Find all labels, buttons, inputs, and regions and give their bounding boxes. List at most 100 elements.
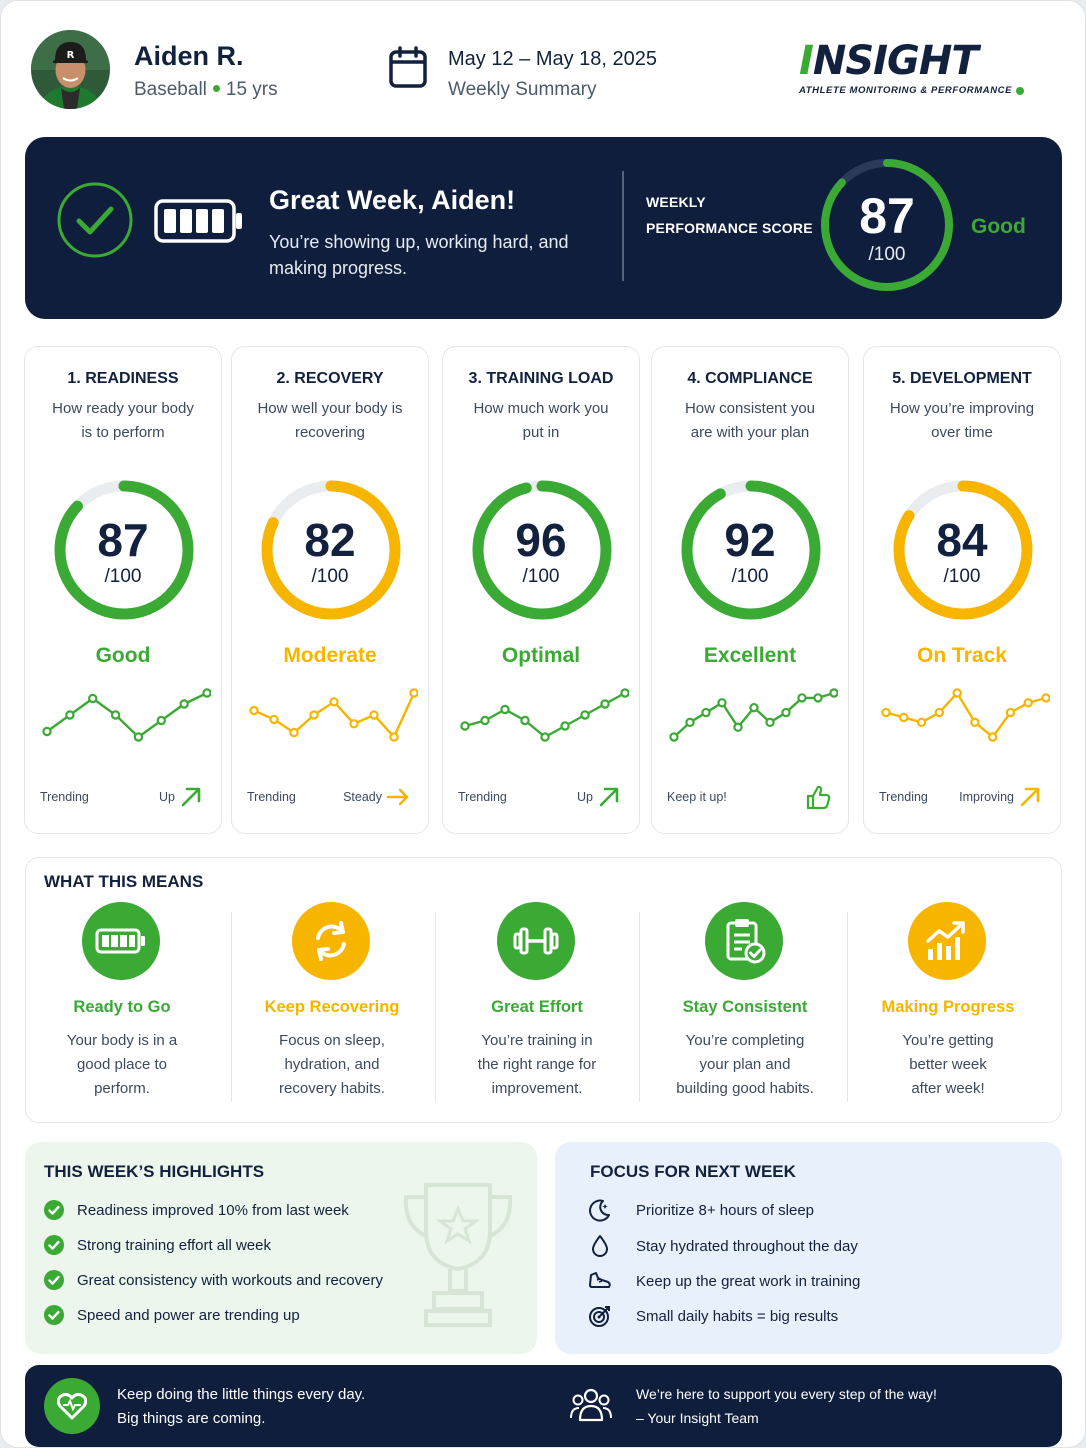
ring-progress	[261, 480, 401, 620]
metric-card[interactable]: 1. READINESS How ready your body is to pe…	[24, 346, 222, 834]
footer-support-line1: We’re here to support you every step of …	[636, 1386, 937, 1402]
sparkline-point	[797, 693, 807, 703]
sparkline-point	[934, 707, 945, 718]
sparkline-point	[781, 707, 791, 718]
metric-score-ring	[472, 480, 612, 620]
column-divider	[435, 912, 436, 1102]
sparkline-point	[133, 732, 144, 742]
check-circle-icon	[44, 1270, 64, 1290]
highlight-item: Great consistency with workouts and reco…	[44, 1270, 383, 1290]
sparkline-path	[885, 691, 1047, 739]
metric-score: 96	[515, 514, 567, 566]
focus-item: Keep up the great work in training	[588, 1269, 860, 1293]
focus-text: Small daily habits = big results	[636, 1307, 839, 1325]
column-divider	[639, 912, 640, 1102]
weekly-score-denominator: /100	[868, 244, 906, 265]
athlete-name: Aiden R.	[134, 41, 244, 71]
heart-icon	[44, 1378, 100, 1434]
sparkline-point	[620, 688, 629, 698]
moon-icon	[589, 1199, 610, 1222]
sparkline-point	[560, 721, 570, 731]
metric-trend-label: Trending	[40, 790, 89, 804]
means-item-text: You’re completing your plan and building…	[676, 1032, 814, 1097]
what-this-means-heading: WHAT THIS MEANS	[44, 872, 204, 891]
metric-title: 3. TRAINING LOAD	[468, 370, 614, 387]
metric-sparkline	[881, 688, 1050, 742]
sparkline-point	[289, 727, 299, 738]
up-right-arrow-icon	[181, 787, 201, 807]
ring-progress	[681, 480, 821, 620]
metric-sparkline	[249, 688, 418, 742]
sparkline-point	[349, 719, 359, 729]
sparkline-point	[733, 722, 743, 732]
column-divider	[231, 912, 232, 1102]
metric-score-ring	[261, 480, 401, 620]
sparkline-point	[669, 732, 679, 742]
metric-card[interactable]: 4. COMPLIANCE How consistent you are with…	[651, 346, 849, 834]
focus-item: Prioritize 8+ hours of sleep	[588, 1198, 814, 1222]
metric-title: 1. READINESS	[67, 370, 179, 387]
means-item-consistent: Stay Consistent You’re completing your p…	[642, 902, 848, 1102]
metric-description: How much work you put in	[473, 400, 609, 441]
means-item-title: Making Progress	[881, 998, 1015, 1016]
metric-card[interactable]: 3. TRAINING LOAD How much work you put in…	[442, 346, 640, 834]
sparkline-point	[1023, 698, 1033, 708]
check-circle-icon	[44, 1200, 64, 1220]
sparkline-point	[369, 710, 379, 720]
sparkline-point	[685, 717, 695, 728]
ring-progress	[54, 480, 194, 620]
calendar-icon	[388, 46, 430, 95]
sparkline-point	[179, 699, 189, 709]
separator-dot	[212, 84, 220, 92]
metric-status: Excellent	[703, 644, 797, 667]
banner-message: You’re showing up, working hard, and mak…	[269, 232, 569, 278]
metric-score: 87	[97, 514, 149, 566]
athlete-sport: Baseball	[134, 79, 207, 100]
sparkline-point	[65, 710, 75, 720]
ring-progress	[472, 480, 612, 620]
week-label: Weekly Summary	[448, 79, 597, 100]
sparkline-point	[987, 732, 998, 742]
footer-message-line2: Big things are coming.	[117, 1410, 266, 1427]
avatar[interactable]: R	[31, 30, 110, 109]
metric-title: 2. RECOVERY	[276, 370, 384, 387]
metric-trend-direction: Steady	[343, 790, 382, 804]
logo-tagline-text: ATHLETE MONITORING & PERFORMANCE	[799, 85, 1013, 96]
sparkline-point	[970, 717, 980, 728]
water-drop-icon	[592, 1235, 608, 1257]
trophy-icon	[398, 1179, 518, 1334]
highlight-text: Great consistency with workouts and reco…	[77, 1271, 383, 1289]
sparkline-point	[580, 710, 590, 720]
sparkline-point	[500, 704, 510, 715]
sparkline-point	[600, 699, 610, 709]
weekly-score-label: WEEKLY PERFORMANCE SCORE	[646, 194, 813, 236]
ring-progress	[893, 480, 1033, 620]
sparkline-point	[42, 726, 52, 737]
weekly-score-rating: Good	[971, 215, 1026, 238]
metric-card[interactable]: 5. DEVELOPMENT How you’re improving over …	[863, 346, 1061, 834]
sparkline-point	[110, 710, 121, 720]
highlights-heading: THIS WEEK’S HIGHLIGHTS	[44, 1162, 265, 1181]
sparkline-point	[1041, 693, 1050, 703]
metric-card[interactable]: 2. RECOVERY How well your body is recover…	[231, 346, 429, 834]
logo-wordmark: INSIGHT	[799, 38, 979, 84]
metric-description: How well your body is recovering	[257, 400, 403, 441]
metric-title: 5. DEVELOPMENT	[892, 370, 1032, 387]
metric-trend-direction: Improving	[959, 790, 1014, 804]
clipboard-check-icon	[705, 902, 783, 980]
highlight-item: Strong training effort all week	[44, 1235, 271, 1255]
metric-score: 84	[936, 514, 988, 566]
banner-title: Great Week, Aiden!	[269, 185, 516, 215]
focus-heading: FOCUS FOR NEXT WEEK	[590, 1162, 796, 1181]
thumbs-up-icon	[806, 785, 831, 810]
metric-trend-label: Trending	[458, 790, 507, 804]
metric-score: 82	[304, 514, 356, 566]
growth-chart-icon	[908, 902, 986, 980]
week-dates: May 12 – May 18, 2025	[448, 48, 658, 70]
check-circle-icon	[44, 1305, 64, 1325]
sparkline-point	[389, 732, 399, 742]
metric-trend-direction: Up	[159, 790, 175, 804]
sparkline-point	[156, 715, 166, 726]
metric-denominator: /100	[943, 566, 981, 587]
sparkline-point	[309, 710, 319, 720]
